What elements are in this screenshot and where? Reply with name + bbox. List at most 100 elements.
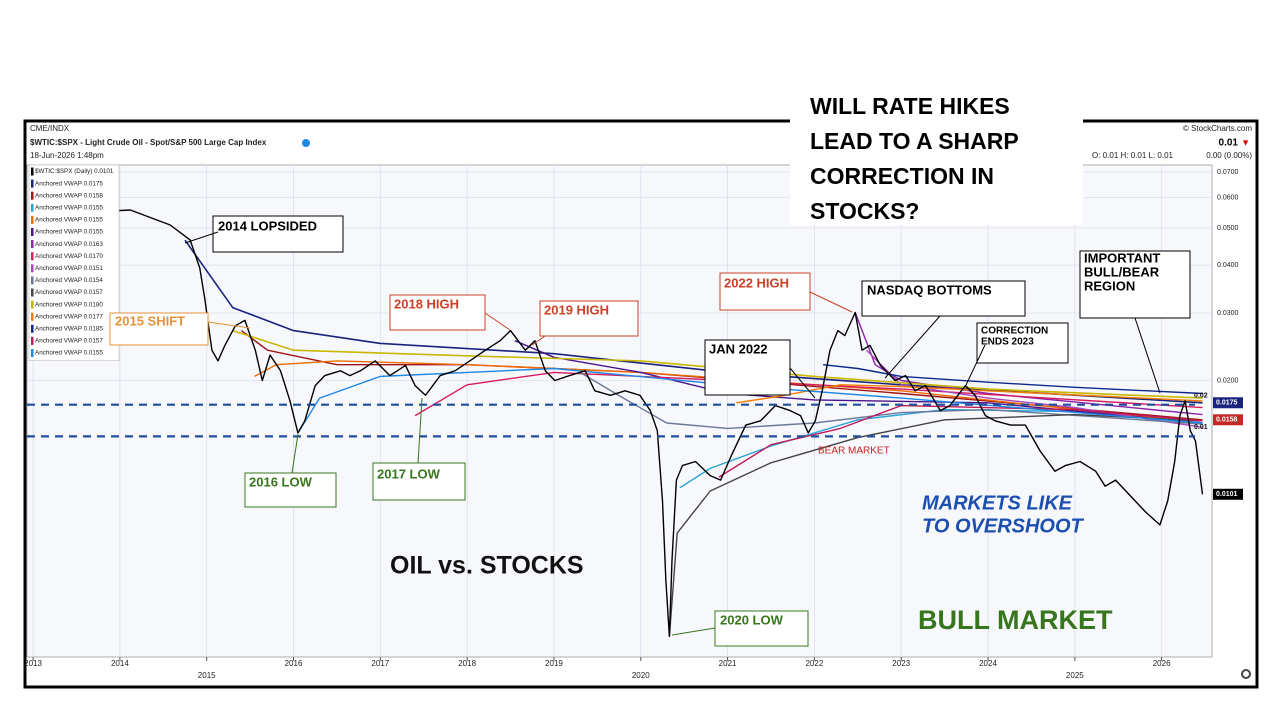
y-tick-label: 0.0400 xyxy=(1217,262,1239,269)
legend-swatch xyxy=(31,300,34,309)
series-line xyxy=(579,371,1203,430)
y-tick-label: 0.0300 xyxy=(1217,310,1239,317)
annotations: 2014 LOPSIDED 2015 SHIFT 2016 LOW 2017 L… xyxy=(109,215,1191,647)
legend-label: Anchored VWAP 0.0155 xyxy=(35,229,103,236)
y-tick-label: 0.0600 xyxy=(1217,194,1239,201)
legend-swatch xyxy=(31,167,34,176)
annotation-box xyxy=(719,272,811,311)
annotation: NASDAQ BOTTOMS xyxy=(867,282,992,297)
last-price: 0.01 xyxy=(1219,138,1239,149)
settings-icon[interactable] xyxy=(1241,669,1251,679)
info-icon[interactable] xyxy=(302,139,310,147)
legend-swatch xyxy=(31,228,34,236)
series-line xyxy=(854,312,1203,416)
annotation-box xyxy=(212,215,344,253)
legend-label: Anchored VWAP 0.0157 xyxy=(35,289,103,296)
series-line xyxy=(668,413,1203,637)
annotation: REGION xyxy=(1084,278,1135,293)
series-group xyxy=(30,209,1204,638)
headline: CORRECTION IN xyxy=(810,163,994,189)
annotation-arrow xyxy=(809,291,853,313)
legend: $WTIC:$SPX (Daily) 0.0101 Anchored VWAP 0… xyxy=(28,164,120,361)
y-tick-label: 0.0200 xyxy=(1217,377,1239,384)
price-tag-label: 0.0101 xyxy=(1216,491,1238,498)
annotation-box xyxy=(976,322,1069,364)
x-tick-label: 2026 xyxy=(1153,659,1171,668)
legend-swatch xyxy=(31,312,34,321)
annotation-arrow xyxy=(484,312,511,331)
annotation: BEAR MARKET xyxy=(818,446,890,457)
legend-swatch xyxy=(31,179,34,188)
annotation-box xyxy=(244,472,337,508)
legend-label: Anchored VWAP 0.0157 xyxy=(35,338,103,345)
legend-label: Anchored VWAP 0.0155 xyxy=(35,217,103,224)
annotation-arrow xyxy=(184,231,219,244)
x-tick-label: 2020 xyxy=(632,671,650,680)
x-tick-label: 2024 xyxy=(979,659,997,668)
legend-swatch xyxy=(31,191,34,200)
legend-swatch xyxy=(31,336,34,345)
x-tick-label: 2016 xyxy=(285,659,303,668)
legend-label: Anchored VWAP 0.0158 xyxy=(35,192,103,199)
legend-label: Anchored VWAP 0.0154 xyxy=(35,277,103,284)
x-tick-label: 2021 xyxy=(719,659,737,668)
annotation: 2020 LOW xyxy=(720,612,784,627)
annotation: BULL/BEAR xyxy=(1084,264,1160,279)
legend-swatch xyxy=(31,252,34,261)
headline: LEAD TO A SHARP xyxy=(810,128,1019,154)
annotation-arrow xyxy=(531,335,546,346)
legend-label: Anchored VWAP 0.0155 xyxy=(35,204,103,211)
annotation-box xyxy=(539,300,639,337)
series-line xyxy=(30,209,1204,638)
headline: WILL RATE HIKES xyxy=(810,93,1010,119)
change: 0.00 (0.00%) xyxy=(1206,151,1252,160)
annotation-arrow xyxy=(884,315,941,379)
legend-label: Anchored VWAP 0.0180 xyxy=(35,301,103,308)
legend-box xyxy=(28,164,120,361)
x-tick-label: 2019 xyxy=(545,659,563,668)
headline: STOCKS? xyxy=(810,198,919,224)
legend-swatch xyxy=(31,215,34,224)
chart-title: $WTIC:$SPX - Light Crude Oil - Spot/S&P … xyxy=(30,138,267,147)
legend-label: Anchored VWAP 0.0155 xyxy=(35,350,103,357)
annotation: 2019 HIGH xyxy=(544,302,609,317)
legend-label: Anchored VWAP 0.0185 xyxy=(35,325,103,332)
price-tag-label: 0.0158 xyxy=(1216,417,1238,424)
price-tag-label: 0.0175 xyxy=(1216,400,1238,407)
annotation-arrow xyxy=(291,433,299,474)
ohlc: O: 0.01 H: 0.01 L: 0.01 xyxy=(1092,151,1173,160)
annotation: BULL MARKET xyxy=(918,605,1113,635)
annotation: TO OVERSHOOT xyxy=(922,515,1085,537)
reference-label: 0.02 xyxy=(1194,393,1208,400)
annotation: 2018 HIGH xyxy=(394,296,459,311)
y-tick-label: 0.0700 xyxy=(1217,169,1239,176)
annotation: JAN 2022 xyxy=(709,341,768,356)
legend-label: $WTIC:$SPX (Daily) 0.0101 xyxy=(35,168,114,175)
annotation: 2015 SHIFT xyxy=(115,313,185,328)
series-line xyxy=(718,404,1203,478)
price-tag xyxy=(1213,488,1243,500)
annotation-box xyxy=(109,312,209,346)
headline-box xyxy=(790,88,1083,225)
annotation-box xyxy=(861,280,1026,317)
legend-swatch xyxy=(31,288,34,297)
annotation: MARKETS LIKE xyxy=(922,492,1073,514)
annotation-arrow xyxy=(965,344,986,386)
legend-swatch xyxy=(31,349,34,357)
legend-swatch xyxy=(31,240,34,249)
annotation: 2022 HIGH xyxy=(724,275,789,290)
legend-swatch xyxy=(31,264,34,273)
legend-swatch xyxy=(31,324,34,333)
annotation-arrow xyxy=(789,367,816,399)
legend-label: Anchored VWAP 0.0177 xyxy=(35,313,103,320)
annotation-box xyxy=(714,610,809,647)
x-tick-label: 2022 xyxy=(805,659,823,668)
reference-label: 0.01 xyxy=(1194,424,1208,431)
legend-label: Anchored VWAP 0.0151 xyxy=(35,265,103,272)
annotation: 2017 LOW xyxy=(377,466,441,481)
annotation-box xyxy=(389,294,486,331)
change-arrow: ▼ xyxy=(1241,137,1250,147)
annotation-arrow xyxy=(671,627,716,636)
annotation: ENDS 2023 xyxy=(981,337,1034,348)
